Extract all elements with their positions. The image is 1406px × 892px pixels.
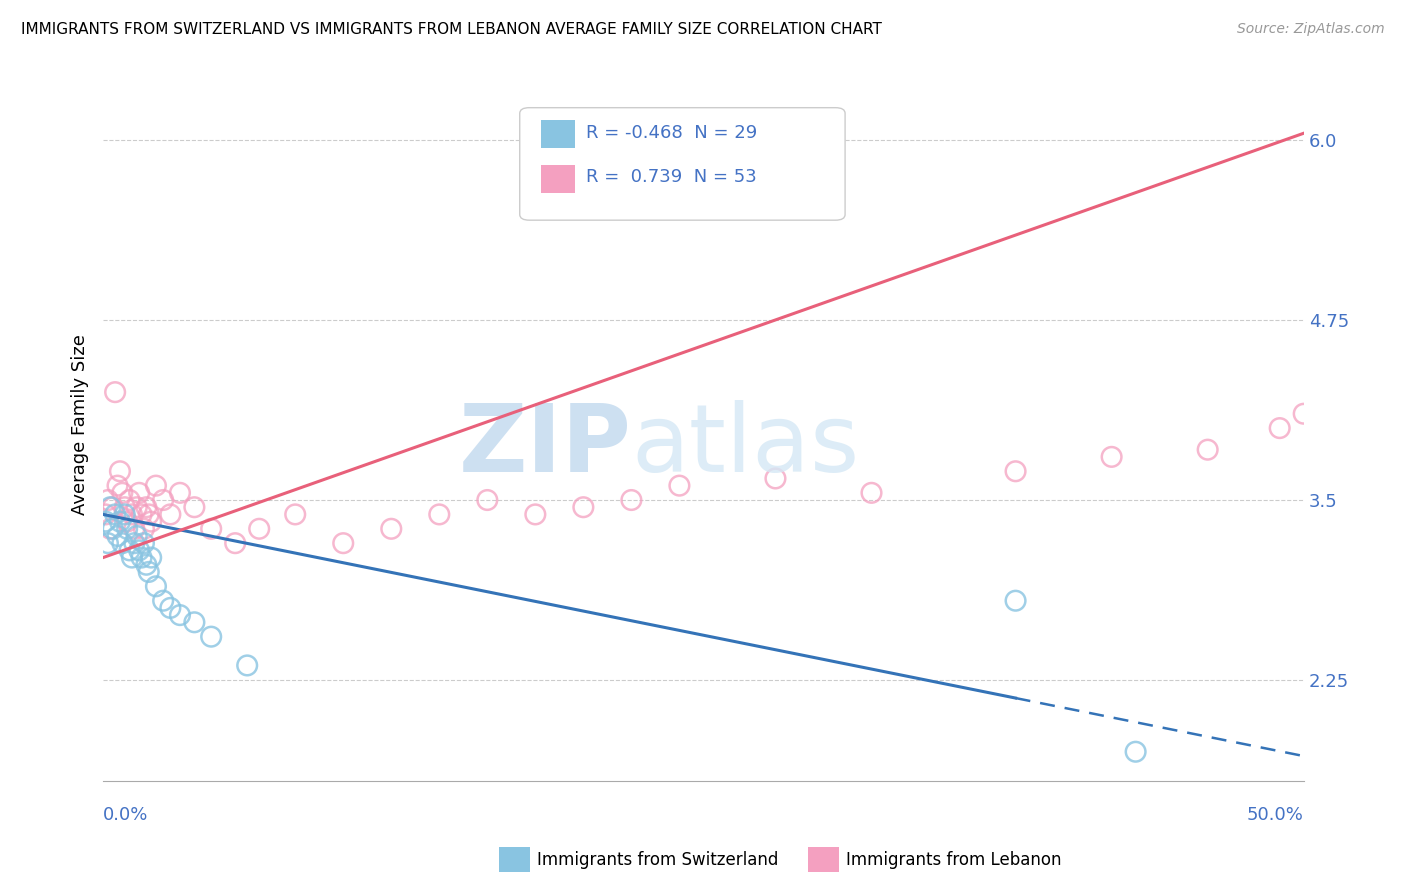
Point xyxy=(477,493,499,508)
Point xyxy=(200,630,222,644)
Point xyxy=(183,615,205,630)
Point xyxy=(1292,407,1315,421)
FancyBboxPatch shape xyxy=(520,108,845,220)
Point xyxy=(97,536,120,550)
Text: Immigrants from Lebanon: Immigrants from Lebanon xyxy=(846,851,1062,869)
Point xyxy=(152,493,174,508)
Point xyxy=(121,550,143,565)
Y-axis label: Average Family Size: Average Family Size xyxy=(72,334,89,515)
Point xyxy=(152,593,174,607)
Point xyxy=(128,486,150,500)
Point xyxy=(159,508,181,522)
Point xyxy=(247,522,270,536)
Point xyxy=(380,522,402,536)
Text: 50.0%: 50.0% xyxy=(1247,806,1303,824)
Point xyxy=(169,608,191,623)
Point xyxy=(1329,371,1351,385)
Point xyxy=(115,515,138,529)
Point xyxy=(524,508,547,522)
Point xyxy=(141,515,163,529)
Point xyxy=(1376,277,1399,292)
Point xyxy=(104,385,127,400)
Point xyxy=(138,565,160,579)
Point xyxy=(94,508,117,522)
Point xyxy=(236,658,259,673)
Point xyxy=(183,500,205,515)
Text: Source: ZipAtlas.com: Source: ZipAtlas.com xyxy=(1237,22,1385,37)
Point xyxy=(1353,327,1375,342)
Point xyxy=(332,536,354,550)
Point xyxy=(141,550,163,565)
Point xyxy=(145,579,167,593)
Point xyxy=(1389,248,1406,262)
Point xyxy=(118,493,141,508)
Point xyxy=(427,508,450,522)
Point xyxy=(620,493,643,508)
Point xyxy=(1400,205,1406,219)
Text: ZIP: ZIP xyxy=(458,400,631,491)
Point xyxy=(107,478,129,492)
Point xyxy=(128,543,150,558)
Point xyxy=(765,471,787,485)
Point xyxy=(169,486,191,500)
Point xyxy=(97,493,120,508)
Point xyxy=(111,486,134,500)
Point xyxy=(860,486,883,500)
Point xyxy=(98,522,121,536)
Point xyxy=(200,522,222,536)
Point xyxy=(125,529,148,543)
Point xyxy=(159,601,181,615)
Point xyxy=(101,500,124,515)
Text: R = -0.468  N = 29: R = -0.468 N = 29 xyxy=(586,124,756,142)
Point xyxy=(135,558,157,572)
Text: 0.0%: 0.0% xyxy=(103,806,149,824)
Point xyxy=(114,508,136,522)
Point xyxy=(125,500,148,515)
Point xyxy=(1101,450,1123,464)
FancyBboxPatch shape xyxy=(541,120,575,148)
Point xyxy=(1125,745,1147,759)
Point xyxy=(118,543,141,558)
Point xyxy=(108,464,131,478)
Point xyxy=(1197,442,1219,457)
Point xyxy=(98,500,121,515)
FancyBboxPatch shape xyxy=(541,165,575,193)
Point xyxy=(1364,306,1386,320)
Point xyxy=(101,522,124,536)
Point xyxy=(1268,421,1291,435)
Point xyxy=(135,500,157,515)
Point xyxy=(224,536,246,550)
Text: Immigrants from Switzerland: Immigrants from Switzerland xyxy=(537,851,779,869)
Point xyxy=(107,529,129,543)
Point xyxy=(1340,349,1362,363)
Point xyxy=(121,508,143,522)
Point xyxy=(115,522,138,536)
Point xyxy=(1004,464,1026,478)
Point xyxy=(131,508,153,522)
Point xyxy=(1004,593,1026,607)
Point xyxy=(94,515,117,529)
Text: atlas: atlas xyxy=(631,400,859,491)
Point xyxy=(145,478,167,492)
Point xyxy=(572,500,595,515)
Point xyxy=(132,522,155,536)
Point xyxy=(131,550,153,565)
Point xyxy=(132,536,155,550)
Point xyxy=(1316,392,1339,407)
Point xyxy=(124,522,146,536)
Point xyxy=(124,536,146,550)
Text: R =  0.739  N = 53: R = 0.739 N = 53 xyxy=(586,169,756,186)
Point xyxy=(138,508,160,522)
Point xyxy=(668,478,690,492)
Point xyxy=(114,500,136,515)
Point xyxy=(284,508,307,522)
Text: IMMIGRANTS FROM SWITZERLAND VS IMMIGRANTS FROM LEBANON AVERAGE FAMILY SIZE CORRE: IMMIGRANTS FROM SWITZERLAND VS IMMIGRANT… xyxy=(21,22,882,37)
Point xyxy=(111,536,134,550)
Point xyxy=(104,508,127,522)
Point xyxy=(108,515,131,529)
